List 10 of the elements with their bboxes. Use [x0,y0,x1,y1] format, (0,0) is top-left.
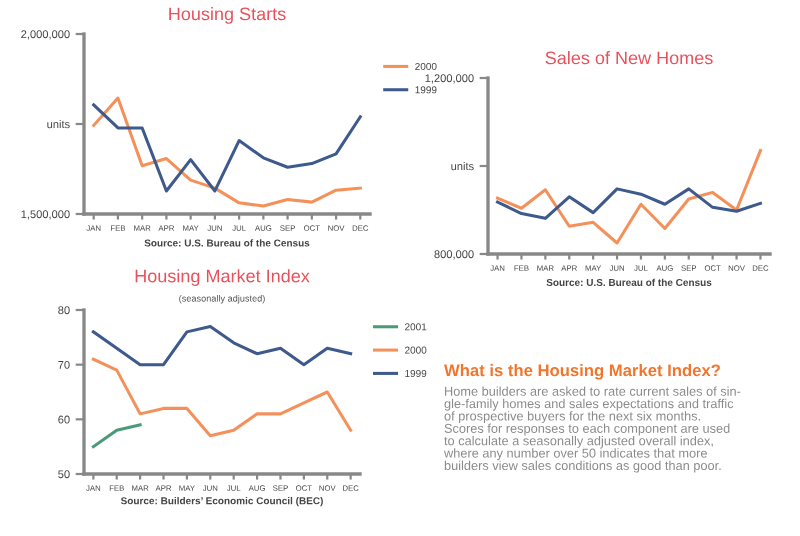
text: What is the Housing Market Index? [444,364,720,380]
line-series [91,324,353,367]
chart-title: Sales of New Homes [545,51,713,65]
chart-title: Housing Starts [169,7,286,24]
line-series [92,103,362,193]
line-series [91,357,353,438]
line-series [496,149,762,245]
line-series [496,187,762,220]
line-series [92,96,362,208]
chart-title: Housing Market Index [135,269,310,286]
